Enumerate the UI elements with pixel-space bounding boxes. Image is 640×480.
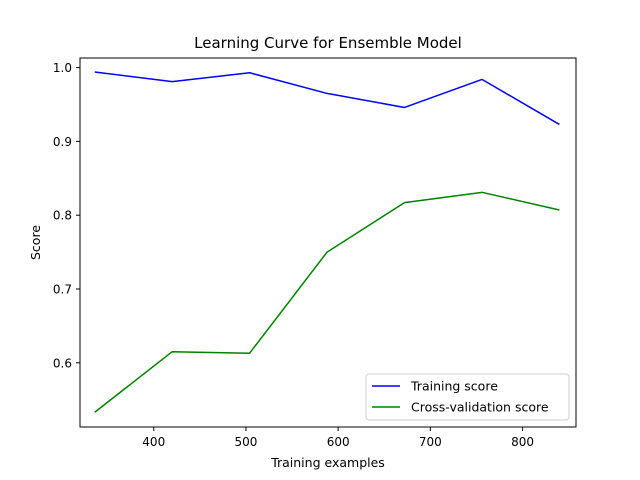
legend: Training score Cross-validation score [365,373,570,421]
x-axis-label: Training examples [270,455,385,470]
y-axis-ticks: 0.6 0.7 0.8 0.9 1.0 [53,61,80,370]
x-tick-label-400: 400 [142,435,165,449]
series-lines [94,71,560,413]
x-tick-label-500: 500 [234,435,257,449]
x-tick-label-700: 700 [419,435,442,449]
x-tick-label-800: 800 [511,435,534,449]
y-axis-label: Score [28,225,43,260]
series-line-cross-validation-score [94,191,560,413]
series-line-training-score [94,71,560,126]
axes-frame [79,57,577,428]
y-tick-label-0-7: 0.7 [53,282,72,296]
x-axis-ticks: 400 500 600 700 800 [142,427,534,449]
y-tick-label-0-8: 0.8 [53,209,72,223]
chart-title: Learning Curve for Ensemble Model [194,34,462,52]
plot-area [79,57,577,428]
x-tick-label-600: 600 [327,435,350,449]
y-tick-label-1-0: 1.0 [53,61,72,75]
y-tick-label-0-9: 0.9 [53,135,72,149]
legend-frame [365,373,570,421]
y-tick-label-0-6: 0.6 [53,356,72,370]
legend-label-cross-validation-score: Cross-validation score [411,400,549,415]
legend-label-training-score: Training score [410,379,498,394]
